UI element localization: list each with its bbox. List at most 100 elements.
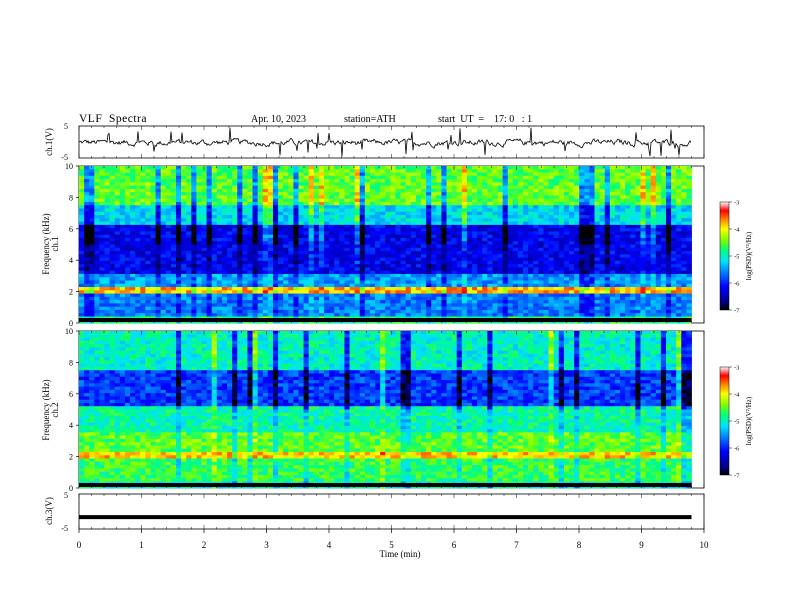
spec-cell xyxy=(344,293,350,298)
spec-cell xyxy=(405,215,412,219)
spec-cell xyxy=(660,244,667,249)
spec-cell xyxy=(313,254,320,258)
spec-cell xyxy=(584,218,590,222)
spec-cell xyxy=(364,166,371,170)
spec-cell xyxy=(635,182,641,187)
spec-cell xyxy=(364,228,371,232)
spec-cell xyxy=(553,267,560,272)
spec-cell xyxy=(681,224,687,229)
spec-cell xyxy=(431,260,437,265)
spec-cell xyxy=(109,228,116,232)
spec-cell xyxy=(262,296,269,301)
spec-cell xyxy=(124,188,131,193)
spec-cell xyxy=(630,221,636,226)
spec-cell xyxy=(400,257,407,262)
spec-cell xyxy=(165,234,172,239)
spec-cell xyxy=(538,254,544,258)
spec-cell xyxy=(446,182,452,187)
spec-cell xyxy=(569,188,575,193)
spec-cell xyxy=(461,211,468,216)
spec-cell xyxy=(620,188,626,193)
spec-cell xyxy=(645,195,652,200)
spec-cell xyxy=(298,215,304,219)
spec-cell xyxy=(99,287,105,291)
spec-cell xyxy=(196,267,202,272)
spec-cell xyxy=(237,211,243,216)
spec-cell xyxy=(517,234,524,239)
spec-cell xyxy=(395,185,401,190)
spec-cell xyxy=(645,211,652,216)
spec-cell xyxy=(201,221,207,226)
spec-cell xyxy=(267,188,274,193)
spec-cell xyxy=(145,260,151,265)
spec-cell xyxy=(339,205,345,209)
spec-cell xyxy=(99,283,105,288)
spec-cell xyxy=(676,283,682,288)
spec-cell xyxy=(665,290,672,294)
spec-cell xyxy=(635,201,641,206)
spec-cell xyxy=(584,264,590,268)
spec-cell xyxy=(94,231,100,236)
spec-cell xyxy=(579,179,585,183)
spec-cell xyxy=(175,179,182,183)
spec-cell xyxy=(482,280,488,285)
spec-cell xyxy=(620,179,626,183)
spec-cell xyxy=(308,166,315,170)
spec-cell xyxy=(232,270,238,275)
spec-cell xyxy=(242,296,248,301)
spec-cell xyxy=(339,290,345,294)
spec-cell xyxy=(472,290,478,294)
spec-cell xyxy=(262,273,269,278)
spec-cell xyxy=(349,205,356,209)
spec-cell xyxy=(272,172,279,177)
spec-cell xyxy=(278,267,284,272)
spec-cell xyxy=(150,205,156,209)
spec-cell xyxy=(221,283,228,288)
spec-cell xyxy=(130,280,136,285)
spec-cell xyxy=(252,287,259,291)
spec-cell xyxy=(211,192,218,196)
spec-cell xyxy=(517,293,524,298)
spec-cell xyxy=(369,264,376,268)
spec-cell xyxy=(497,254,504,258)
spec-cell xyxy=(502,290,509,294)
spec-cell xyxy=(232,237,238,242)
spec-cell xyxy=(150,267,156,272)
spec-cell xyxy=(293,270,299,275)
spec-cell xyxy=(563,251,570,255)
spec-cell xyxy=(553,211,560,216)
spec-cell xyxy=(671,234,677,239)
spec-cell xyxy=(390,270,396,275)
spec-cell xyxy=(227,215,233,219)
spec-cell xyxy=(293,192,299,196)
spec-cell xyxy=(441,172,447,177)
spec-cell xyxy=(380,264,386,268)
spec-cell xyxy=(456,205,463,209)
spec-cell xyxy=(344,264,350,268)
spec-cell xyxy=(517,241,524,245)
spec-cell xyxy=(89,241,95,245)
spec-cell xyxy=(257,244,264,249)
spec-cell xyxy=(99,218,105,222)
spec-cell xyxy=(114,300,121,304)
spec-cell xyxy=(79,215,85,219)
spec-cell xyxy=(257,228,264,232)
spec-cell xyxy=(329,283,335,288)
spec-cell xyxy=(640,244,646,249)
spec-cell xyxy=(609,205,616,209)
spec-cell xyxy=(324,300,330,304)
spec-cell xyxy=(558,280,565,285)
spec-cell xyxy=(645,264,652,268)
spec-cell xyxy=(206,231,213,236)
spec-cell xyxy=(543,201,549,206)
spec-cell xyxy=(369,287,376,291)
spec-cell xyxy=(206,192,213,196)
spec-cell xyxy=(441,201,447,206)
spec-cell xyxy=(150,179,156,183)
spec-cell xyxy=(538,264,544,268)
spec-cell xyxy=(507,182,514,187)
spec-cell xyxy=(114,257,121,262)
spec-cell xyxy=(686,247,692,252)
spec-cell xyxy=(211,293,218,298)
spec-cell xyxy=(461,169,468,173)
